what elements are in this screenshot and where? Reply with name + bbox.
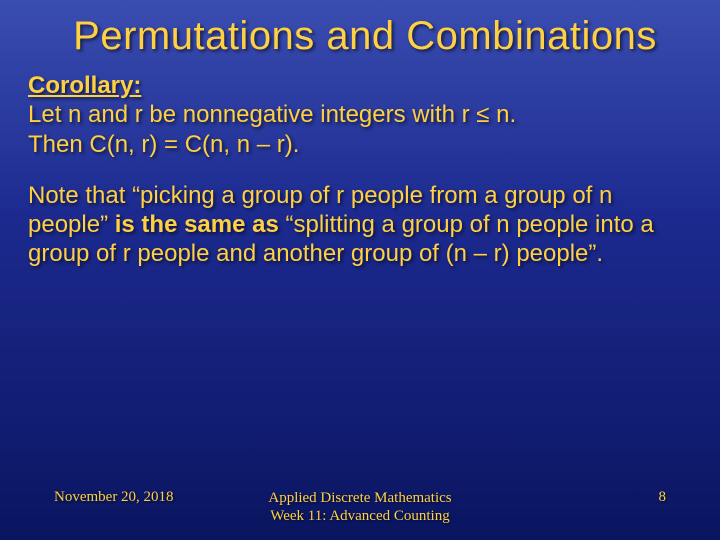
corollary-block: Corollary: Let n and r be nonnegative in… — [28, 71, 692, 159]
slide-body: Corollary: Let n and r be nonnegative in… — [0, 59, 720, 269]
footer-course: Applied Discrete Mathematics Week 11: Ad… — [258, 489, 462, 527]
corollary-line-1: Let n and r be nonnegative integers with… — [28, 101, 516, 128]
slide: Permutations and Combinations Corollary:… — [0, 0, 720, 540]
corollary-line-2: Then C(n, r) = C(n, n – r). — [28, 131, 299, 158]
footer-page-number: 8 — [462, 489, 666, 506]
slide-title: Permutations and Combinations — [0, 0, 720, 59]
footer-course-line2: Week 11: Advanced Counting — [270, 508, 449, 524]
note-paragraph: Note that “picking a group of r people f… — [28, 181, 692, 269]
note-bold: is the same as — [115, 211, 279, 238]
footer-date: November 20, 2018 — [54, 489, 258, 506]
footer-course-line1: Applied Discrete Mathematics — [268, 490, 451, 506]
corollary-label: Corollary: — [28, 72, 141, 99]
slide-footer: November 20, 2018 Applied Discrete Mathe… — [0, 489, 720, 527]
